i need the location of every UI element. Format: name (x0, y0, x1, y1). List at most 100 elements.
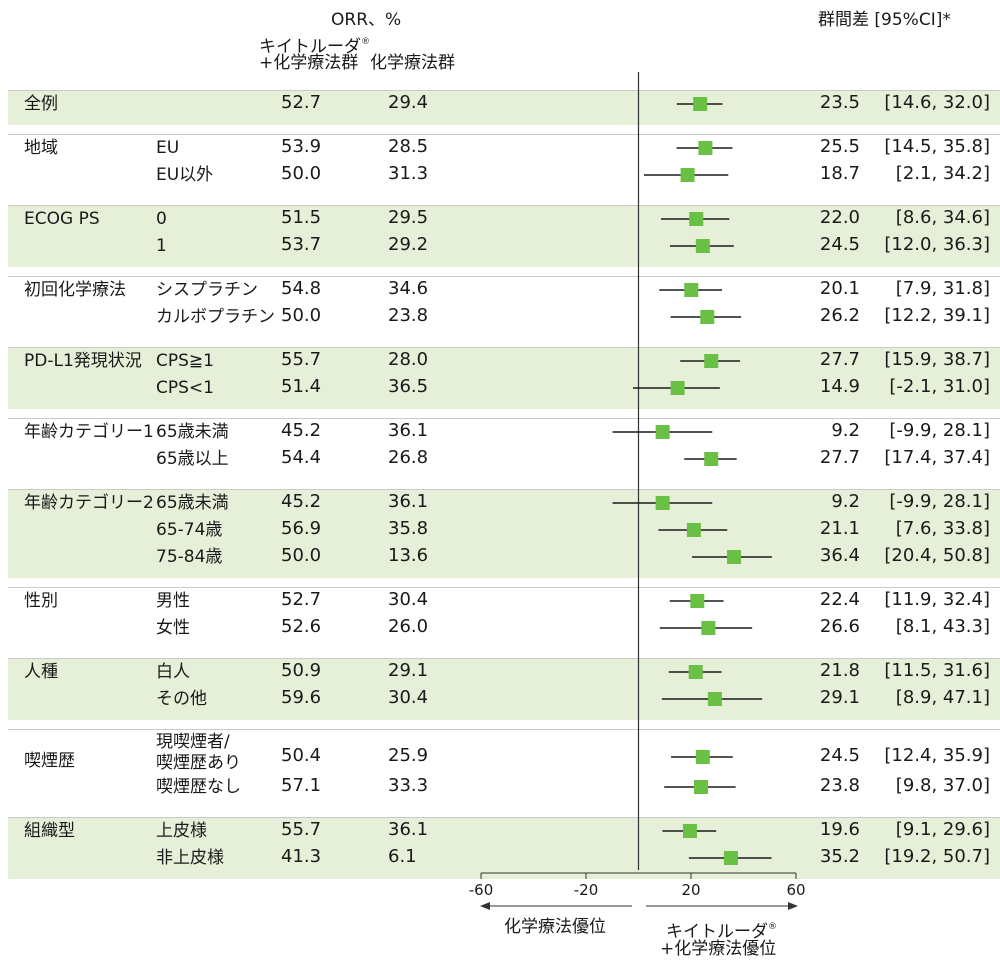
ci-value: [15.9, 38.7] (884, 349, 990, 370)
ci-value: [12.2, 39.1] (884, 305, 990, 326)
diff-value: 22.0 (819, 207, 860, 228)
group-label: 地域 (24, 138, 58, 158)
arm2-value: 29.1 (388, 660, 429, 681)
favors-keytruda-line2: +化学療法優位 (660, 939, 777, 959)
group-band (8, 348, 1000, 409)
x-tick-label: -60 (469, 881, 494, 899)
diff-value: 19.6 (819, 819, 860, 840)
diff-value: 14.9 (819, 376, 860, 397)
ci-value: [8.6, 34.6] (895, 207, 990, 228)
arm2-value: 30.4 (388, 687, 429, 708)
diff-value: 23.8 (819, 775, 860, 796)
group-band (8, 659, 1000, 720)
right-arrow-head (788, 902, 798, 910)
ci-value: [12.0, 36.3] (884, 234, 990, 255)
point-marker (689, 212, 704, 226)
subgroup-label: CPS<1 (156, 378, 214, 398)
favors-keytruda-label: キイトルーダ® (666, 917, 777, 942)
arm1-value: 52.7 (281, 92, 322, 113)
arm2-value: 36.1 (388, 491, 429, 512)
point-marker (693, 780, 708, 794)
arm2-value: 29.4 (388, 92, 429, 113)
group-label: 年齢カテゴリー2 (24, 493, 154, 513)
subgroup-label: その他 (156, 689, 207, 709)
subgroup-label: 1 (156, 236, 167, 256)
ci-value: [9.8, 37.0] (895, 775, 990, 796)
subgroup-label: 現喫煙者/ (156, 732, 230, 752)
arm2-value: 31.3 (388, 163, 429, 184)
arm2-value: 29.2 (388, 234, 429, 255)
group-label: 全例 (24, 94, 58, 114)
point-marker (680, 168, 695, 182)
subgroup-label: CPS≧1 (156, 351, 214, 371)
group-label: 喫煙歴 (24, 751, 75, 771)
arm2-value: 30.4 (388, 589, 429, 610)
point-marker (701, 621, 716, 635)
diff-value: 23.5 (819, 92, 860, 113)
subgroup-label: EU以外 (156, 165, 214, 185)
ci-value: [11.5, 31.6] (884, 660, 990, 681)
point-marker (670, 381, 685, 395)
arm1-value: 50.0 (281, 163, 322, 184)
diff-value: 22.4 (819, 589, 860, 610)
subgroup-label: 0 (156, 209, 167, 229)
subgroup-label: 65歳未満 (156, 493, 229, 513)
diff-value: 9.2 (831, 420, 860, 441)
subgroup-label: 65-74歳 (156, 520, 223, 540)
arm1-value: 52.7 (281, 589, 322, 610)
group-band (8, 91, 1000, 125)
point-marker (655, 425, 670, 439)
arm1-value: 57.1 (281, 775, 322, 796)
point-marker (704, 452, 719, 466)
favors-keytruda-line1: キイトルーダ (666, 922, 768, 942)
arm2-value: 36.1 (388, 420, 429, 441)
point-marker (698, 141, 713, 155)
ci-value: [2.1, 34.2] (895, 163, 990, 184)
arm2-value: 13.6 (388, 545, 429, 566)
arm1-value: 54.8 (281, 278, 322, 299)
arm1-value: 59.6 (281, 687, 322, 708)
ci-value: [7.9, 31.8] (895, 278, 990, 299)
point-marker (695, 750, 710, 764)
arm2-value: 28.0 (388, 349, 429, 370)
arm1-value: 50.0 (281, 305, 322, 326)
arm1-value: 45.2 (281, 420, 322, 441)
point-marker (695, 239, 710, 253)
subgroup-label: 75-84歳 (156, 547, 223, 567)
arm2-value: 23.8 (388, 305, 429, 326)
ci-value: [8.9, 47.1] (895, 687, 990, 708)
arm2-value: 34.6 (388, 278, 429, 299)
arm2-value: 26.8 (388, 447, 429, 468)
subgroup-label: カルボプラチン (156, 307, 275, 327)
subgroup-label: 65歳未満 (156, 422, 229, 442)
ci-value: [12.4, 35.9] (884, 745, 990, 766)
group-label: 人種 (24, 662, 58, 682)
ci-value: [-2.1, 31.0] (889, 376, 990, 397)
diff-value: 24.5 (819, 745, 860, 766)
ci-value: [11.9, 32.4] (884, 589, 990, 610)
point-marker (688, 665, 703, 679)
registered-mark-footer: ® (768, 922, 777, 932)
arm1-value: 56.9 (281, 518, 322, 539)
x-tick-label: 20 (681, 881, 700, 899)
point-marker (655, 496, 670, 510)
point-marker (723, 851, 738, 865)
group-label: 年齢カテゴリー1 (24, 422, 154, 442)
arm2-value: 26.0 (388, 616, 429, 637)
point-marker (727, 550, 742, 564)
subgroup-label: 白人 (156, 662, 190, 682)
diff-value: 18.7 (819, 163, 860, 184)
arm1-value: 53.9 (281, 136, 322, 157)
group-band (8, 490, 1000, 578)
point-marker (707, 692, 722, 706)
ci-value: [14.6, 32.0] (884, 92, 990, 113)
ci-value: [14.5, 35.8] (884, 136, 990, 157)
ci-value: [-9.9, 28.1] (889, 491, 990, 512)
x-tick-label: 60 (786, 881, 805, 899)
group-label: PD-L1発現状況 (24, 351, 142, 371)
arm1-value: 51.4 (281, 376, 322, 397)
arm2-value: 28.5 (388, 136, 429, 157)
arm1-header-line1: キイトルーダ (259, 37, 361, 57)
ci-value: [19.2, 50.7] (884, 846, 990, 867)
